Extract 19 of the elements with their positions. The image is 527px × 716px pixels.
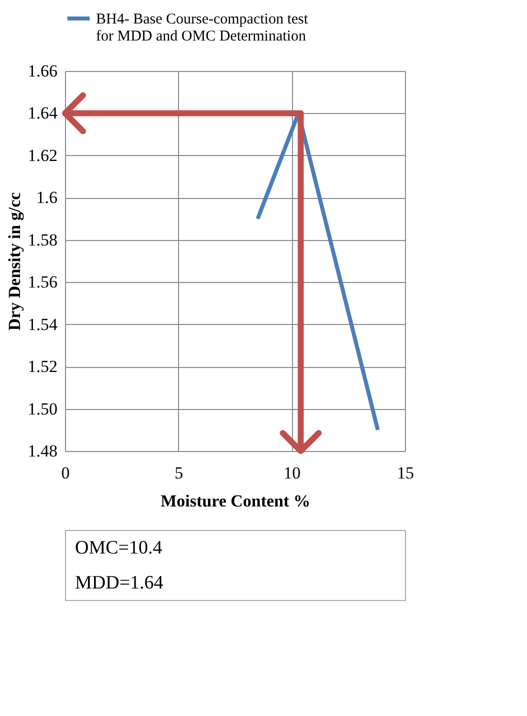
y-tick-label: 1.56: [28, 272, 58, 292]
y-tick-label: 1.6: [36, 188, 58, 208]
x-tick-label: 5: [174, 464, 184, 482]
x-tick-label: 10: [284, 464, 301, 482]
legend-label: BH4- Base Course-compaction test for MDD and OMC Determination: [96, 12, 309, 44]
y-tick-label: 1.54: [28, 314, 58, 334]
y-tick-label: 1.48: [28, 442, 58, 460]
y-tick-label: 1.58: [28, 230, 58, 250]
x-tick-label: 0: [61, 464, 70, 482]
y-axis-title: Dry Density in g/cc: [4, 192, 24, 331]
text: OMC=10.4: [75, 538, 163, 558]
y-tick-label: 1.66: [28, 62, 58, 80]
y-tick-label: 1.64: [28, 104, 58, 123]
y-tick-label: 1.50: [28, 399, 58, 418]
x-tick-label: 15: [397, 464, 414, 482]
y-tick-label: 1.52: [28, 357, 58, 376]
y-tick-label: 1.62: [28, 146, 58, 165]
x-axis-title: Moisture Content %: [160, 492, 310, 510]
text: MDD=1.64: [75, 572, 164, 594]
